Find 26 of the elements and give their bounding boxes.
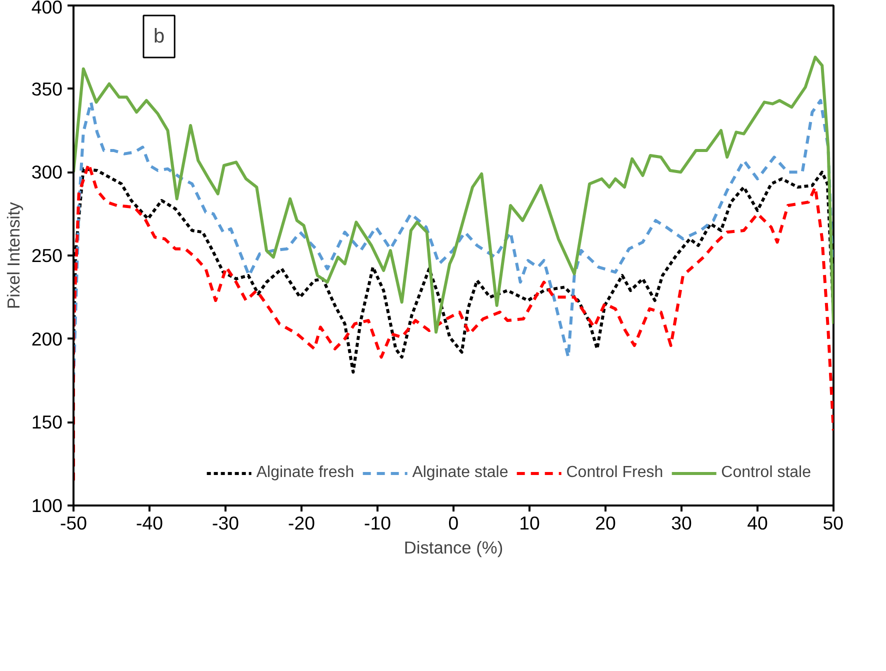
legend-label: Alginate stale — [412, 464, 508, 482]
x-tick-label: -30 — [212, 512, 239, 534]
x-axis-title: Distance (%) — [404, 538, 504, 558]
x-tick-label: -40 — [136, 512, 163, 534]
annotation: b — [154, 26, 165, 48]
x-tick-label: 10 — [519, 512, 540, 534]
line-series — [74, 56, 834, 334]
y-tick-label: 200 — [31, 328, 63, 350]
y-tick-label: 350 — [31, 78, 63, 100]
y-tick-label: 400 — [31, 0, 63, 18]
x-tick-label: -20 — [288, 512, 315, 534]
y-axis-title: Pixel Intensity — [3, 202, 24, 309]
x-tick-label: 40 — [747, 512, 768, 534]
x-tick-label: 30 — [671, 512, 692, 534]
y-tick-label: 300 — [31, 162, 63, 183]
x-tick-label: -10 — [364, 512, 391, 534]
x-tick-label: 0 — [448, 512, 459, 534]
legend-label: Alginate fresh — [256, 464, 354, 482]
y-tick-label: 250 — [31, 245, 63, 266]
x-tick-label: 50 — [822, 512, 844, 534]
y-tick-label: 150 — [31, 412, 63, 433]
y-tick-label: 100 — [31, 495, 63, 516]
x-tick-label: -50 — [60, 512, 87, 534]
legend-label: Control Fresh — [566, 464, 664, 482]
x-tick-label: 20 — [595, 512, 616, 534]
legend-label: Control stale — [721, 464, 811, 482]
